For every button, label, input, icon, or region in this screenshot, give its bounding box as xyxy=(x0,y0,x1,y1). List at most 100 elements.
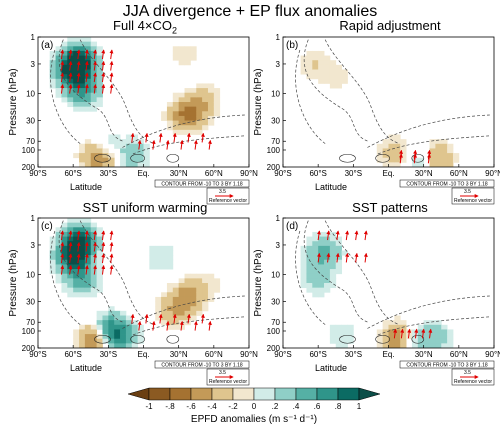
field-cell xyxy=(207,287,215,293)
field-cell xyxy=(79,231,86,237)
field-cell xyxy=(61,97,68,103)
ep-flux-arrow xyxy=(427,153,432,164)
field-cell xyxy=(79,97,86,103)
field-cell xyxy=(161,245,168,251)
y-tick-label: 100 xyxy=(22,327,36,336)
field-cell xyxy=(79,64,86,70)
contour-note: CONTOUR FROM -10 TO 3 BY 1.18 xyxy=(161,182,243,188)
field-cell xyxy=(155,245,162,251)
field-cell xyxy=(172,97,180,103)
x-tick-label: 60°N xyxy=(450,169,468,178)
field-cell xyxy=(96,143,103,149)
field-cell xyxy=(96,287,103,293)
field-cell xyxy=(79,245,86,251)
ep-flux-arrow xyxy=(363,252,368,263)
field-cell xyxy=(329,278,337,284)
field-cell xyxy=(318,64,325,70)
field-cell xyxy=(341,74,348,80)
field-cell xyxy=(67,259,74,265)
field-cell xyxy=(73,287,80,293)
field-cell xyxy=(312,74,319,80)
field-cell xyxy=(435,143,442,149)
field-cell xyxy=(90,278,98,284)
field-cell xyxy=(137,329,144,335)
field-cell xyxy=(441,343,448,348)
field-cell xyxy=(329,283,337,289)
field-cell xyxy=(61,269,68,275)
field-cell xyxy=(131,143,139,149)
field-cell xyxy=(196,273,203,279)
field-cell xyxy=(67,236,74,242)
field-cell xyxy=(73,250,80,256)
field-cell xyxy=(125,153,133,159)
field-cell xyxy=(79,162,86,167)
ep-flux-arrow xyxy=(151,139,156,150)
ep-flux-arrow xyxy=(76,253,81,264)
field-cell xyxy=(329,259,337,265)
y-tick-label: 200 xyxy=(22,163,36,172)
field-cell xyxy=(73,102,80,108)
field-cell xyxy=(84,41,92,47)
field-cell xyxy=(190,97,197,103)
field-cell xyxy=(155,250,162,256)
x-tick-label: 60°S xyxy=(64,350,81,359)
field-cell xyxy=(306,250,313,256)
ep-flux-arrow xyxy=(345,252,350,263)
field-cell xyxy=(79,283,86,289)
field-cell xyxy=(90,222,98,228)
field-cell xyxy=(429,324,436,330)
field-cell xyxy=(178,301,185,307)
reference-vector-label: Reference vector xyxy=(209,198,247,204)
field-cell xyxy=(49,60,56,66)
y-tick-label: 100 xyxy=(267,327,281,336)
field-cell xyxy=(49,78,56,84)
ep-flux-arrow xyxy=(60,60,65,71)
y-tick-label: 3 xyxy=(31,60,36,69)
field-cell xyxy=(166,106,174,112)
field-cell xyxy=(207,106,215,112)
field-cell xyxy=(84,139,92,145)
field-cell xyxy=(143,153,150,159)
field-cell xyxy=(306,269,313,275)
field-cell xyxy=(161,301,168,307)
field-cell xyxy=(131,329,139,335)
field-cell xyxy=(143,148,150,154)
x-tick-label: Eq. xyxy=(137,350,149,359)
field-cell xyxy=(61,264,68,270)
x-tick-label: 90°S xyxy=(29,350,46,359)
field-cell xyxy=(178,315,185,321)
field-cell xyxy=(84,222,92,228)
field-cell xyxy=(114,343,121,348)
field-cell xyxy=(84,241,92,247)
field-cell xyxy=(184,46,191,52)
field-cell xyxy=(429,329,436,335)
field-cell xyxy=(49,69,56,75)
field-cell xyxy=(90,69,98,75)
field-cell xyxy=(137,324,144,330)
field-cell xyxy=(73,273,80,279)
field-cell xyxy=(184,60,191,66)
field-cell xyxy=(79,264,86,270)
field-cell xyxy=(376,157,384,163)
ep-flux-arrow xyxy=(335,230,340,241)
field-cell xyxy=(84,287,92,293)
contour-line-dashed xyxy=(303,39,368,142)
field-cell xyxy=(90,292,98,298)
ep-flux-arrow xyxy=(84,83,89,94)
field-cell xyxy=(376,343,384,348)
field-cell xyxy=(329,60,337,66)
ep-flux-arrow xyxy=(93,60,98,71)
field-cell xyxy=(108,162,115,167)
field-cell xyxy=(318,236,325,242)
field-cell xyxy=(178,50,185,56)
field-cell xyxy=(329,83,337,89)
field-cell xyxy=(172,129,180,135)
field-cell xyxy=(137,162,144,167)
field-cell xyxy=(55,92,62,98)
field-cell xyxy=(84,255,92,261)
field-cell xyxy=(300,264,307,270)
field-cell xyxy=(120,334,127,340)
field-cell xyxy=(73,264,80,270)
contour-line-dashed xyxy=(122,295,245,329)
field-cell xyxy=(166,111,174,117)
